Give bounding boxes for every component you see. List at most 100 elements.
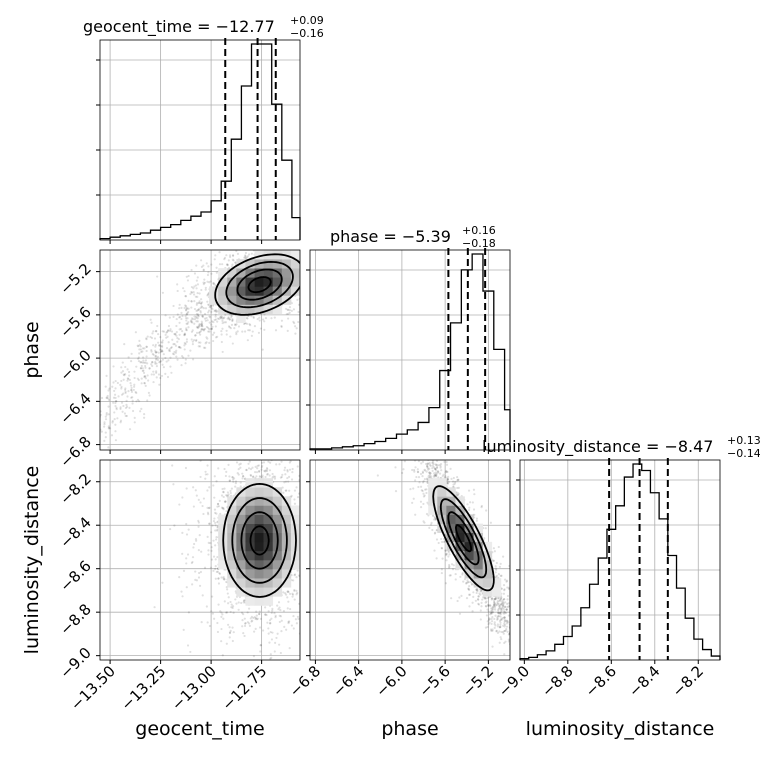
sample-point [432,461,435,464]
sample-point [217,505,220,508]
sample-point [231,626,234,629]
sample-point [232,611,235,614]
sample-point [440,537,443,541]
sample-point [497,611,500,614]
sample-point [234,590,237,593]
sample-point [161,330,164,333]
sample-point [208,506,211,509]
sample-point [189,320,192,323]
sample-point [234,261,237,264]
sample-point [264,475,267,479]
density-bin [209,295,219,305]
sample-point [229,610,232,614]
sample-point [162,353,165,356]
panel-joint-geocent-time-phase [96,249,301,454]
sample-point [490,597,494,600]
sample-point [120,393,124,396]
density-bin [236,304,246,314]
sample-point [211,612,214,615]
sample-point [187,326,190,329]
sample-point [205,262,208,265]
sample-point [432,466,435,469]
density-bin [245,578,255,588]
sample-point [289,607,292,611]
sample-point [259,650,262,653]
sample-point [239,462,242,465]
sample-point [503,616,506,619]
sample-point [209,327,212,331]
density-bin [281,569,292,579]
sample-point [279,608,282,612]
sample-point [436,470,439,473]
sample-point [208,315,211,318]
sample-point [191,583,194,586]
sample-point [291,471,294,474]
sample-point [226,494,229,497]
sample-point [446,482,450,485]
sample-point [230,487,233,490]
sample-point [236,252,240,255]
sample-point [214,524,217,527]
sample-point [229,335,232,338]
sample-point [288,305,292,309]
sample-point [151,352,154,356]
sample-point [141,350,144,353]
sample-point [206,511,210,514]
sample-point [194,489,197,492]
sample-point [455,494,458,497]
sample-point [252,616,255,620]
sample-point [258,316,261,319]
sample-point [214,567,217,571]
sample-point [264,613,267,616]
sample-point [152,380,155,384]
sample-point [184,295,188,298]
sample-point [228,636,231,639]
sample-point [433,467,437,471]
sample-point [197,521,200,524]
sample-point [493,550,496,553]
sample-point [138,348,141,351]
density-bin [263,587,274,597]
sample-point [225,510,228,513]
sample-point [249,473,252,477]
sample-point [182,628,185,631]
sample-point [200,298,203,301]
sample-point [164,314,167,317]
density-bin [227,578,237,588]
sample-point [210,306,213,309]
density-bin [263,304,274,314]
sample-point [270,617,273,620]
sample-point [140,377,143,380]
sample-point [222,317,225,320]
sample-point [151,364,154,368]
sample-point [290,478,294,481]
sample-point [206,300,209,303]
density-bin [254,304,264,314]
sample-point [133,421,136,424]
sample-point [271,631,274,634]
sample-point [216,528,219,531]
sample-point [270,611,273,615]
sample-point [195,579,199,582]
sample-point [259,644,262,647]
sample-point [246,317,249,320]
sample-point [425,470,428,473]
sample-point [157,332,160,336]
sample-point [288,620,291,623]
sample-point [125,414,128,418]
sample-point [195,264,198,267]
sample-point [467,587,470,590]
sample-point [160,350,163,353]
sample-point [446,470,449,474]
sample-point [187,321,190,324]
sample-point [507,621,510,624]
sample-point [233,327,236,330]
sample-point [105,396,108,400]
density-bin [218,550,228,561]
sample-point [204,288,207,291]
sample-point [212,539,215,542]
sample-point [150,349,153,352]
sample-point [273,650,276,653]
sample-point [246,621,249,624]
sample-point [428,463,432,466]
